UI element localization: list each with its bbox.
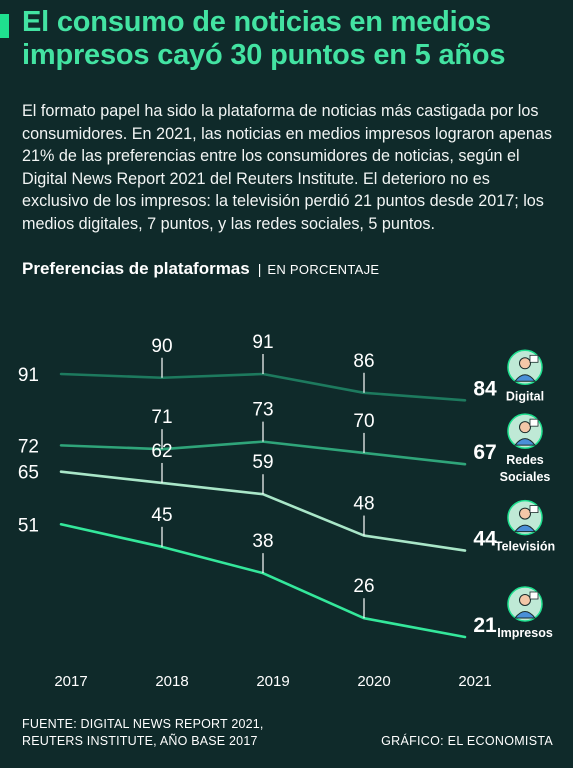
- value-label-3-4: 21: [473, 614, 497, 637]
- x-tick-label-2: 2019: [256, 673, 289, 690]
- value-label-0-1: 90: [151, 336, 172, 357]
- page-title: El consumo de noticias en medios impreso…: [22, 6, 562, 72]
- credit-text: GRÁFICO: EL ECONOMISTA: [381, 734, 553, 748]
- value-label-2-4: 44: [473, 528, 497, 551]
- legend-label-3: Impresos: [497, 626, 553, 640]
- value-label-1-0: 72: [18, 436, 39, 457]
- intro-paragraph: El formato papel ha sido la plataforma d…: [22, 102, 552, 233]
- source-line-2: REUTERS INSTITUTE, AÑO BASE 2017: [22, 734, 258, 748]
- value-label-3-3: 26: [353, 576, 374, 597]
- value-label-3-2: 38: [252, 531, 273, 552]
- legend-label-2: Televisión: [495, 540, 555, 554]
- line-chart: 91 90 91 86 84 Digital 72 71 73 70 67 Redes Sociales…: [18, 332, 555, 690]
- smartphone-user-icon: [507, 413, 543, 449]
- x-tick-label-0: 2017: [54, 673, 87, 690]
- title-line-2: impresos cayó 30 puntos en 5 años: [22, 39, 506, 71]
- series-line-0: [59, 372, 467, 402]
- value-label-2-1: 62: [151, 441, 172, 462]
- chart-title: Preferencias de plataformas: [22, 259, 250, 278]
- chart-subtitle: Preferencias de plataformas | EN PORCENTAJ…: [22, 258, 562, 281]
- value-label-2-0: 65: [18, 463, 39, 484]
- legend-label-0: Digital: [506, 389, 544, 403]
- value-label-0-0: 91: [18, 365, 39, 386]
- source-note: FUENTE: DIGITAL NEWS REPORT 2021, REUTER…: [22, 716, 322, 750]
- value-label-2-2: 59: [252, 452, 273, 473]
- credit-note: GRÁFICO: EL ECONOMISTA: [381, 733, 553, 750]
- laptop-reader-icon: [507, 349, 543, 386]
- value-label-0-3: 86: [353, 351, 374, 372]
- title-accent-bar: [0, 14, 9, 38]
- value-label-0-2: 91: [252, 332, 273, 353]
- title-line-1: El consumo de noticias en medios: [22, 6, 491, 38]
- x-tick-label-4: 2021: [458, 673, 491, 690]
- value-label-1-1: 71: [151, 407, 172, 428]
- x-tick-label-3: 2020: [357, 673, 390, 690]
- value-label-1-4: 67: [473, 441, 496, 464]
- legend-label-1-0: Redes: [506, 453, 544, 467]
- value-label-0-4: 84: [473, 377, 497, 400]
- legend-label-1-1: Sociales: [500, 470, 551, 484]
- tv-viewer-icon: [507, 499, 543, 536]
- chart-title-separator: |: [257, 261, 262, 277]
- newspaper-reader-icon: [507, 586, 543, 622]
- value-label-3-0: 51: [18, 515, 39, 536]
- x-tick-label-1: 2018: [155, 673, 188, 690]
- value-label-1-3: 70: [353, 411, 374, 432]
- value-label-1-2: 73: [252, 400, 273, 421]
- value-label-3-1: 45: [151, 505, 172, 526]
- chart-unit: EN PORCENTAJE: [267, 262, 380, 277]
- value-label-2-3: 48: [353, 494, 374, 515]
- source-line-1: FUENTE: DIGITAL NEWS REPORT 2021,: [22, 717, 264, 731]
